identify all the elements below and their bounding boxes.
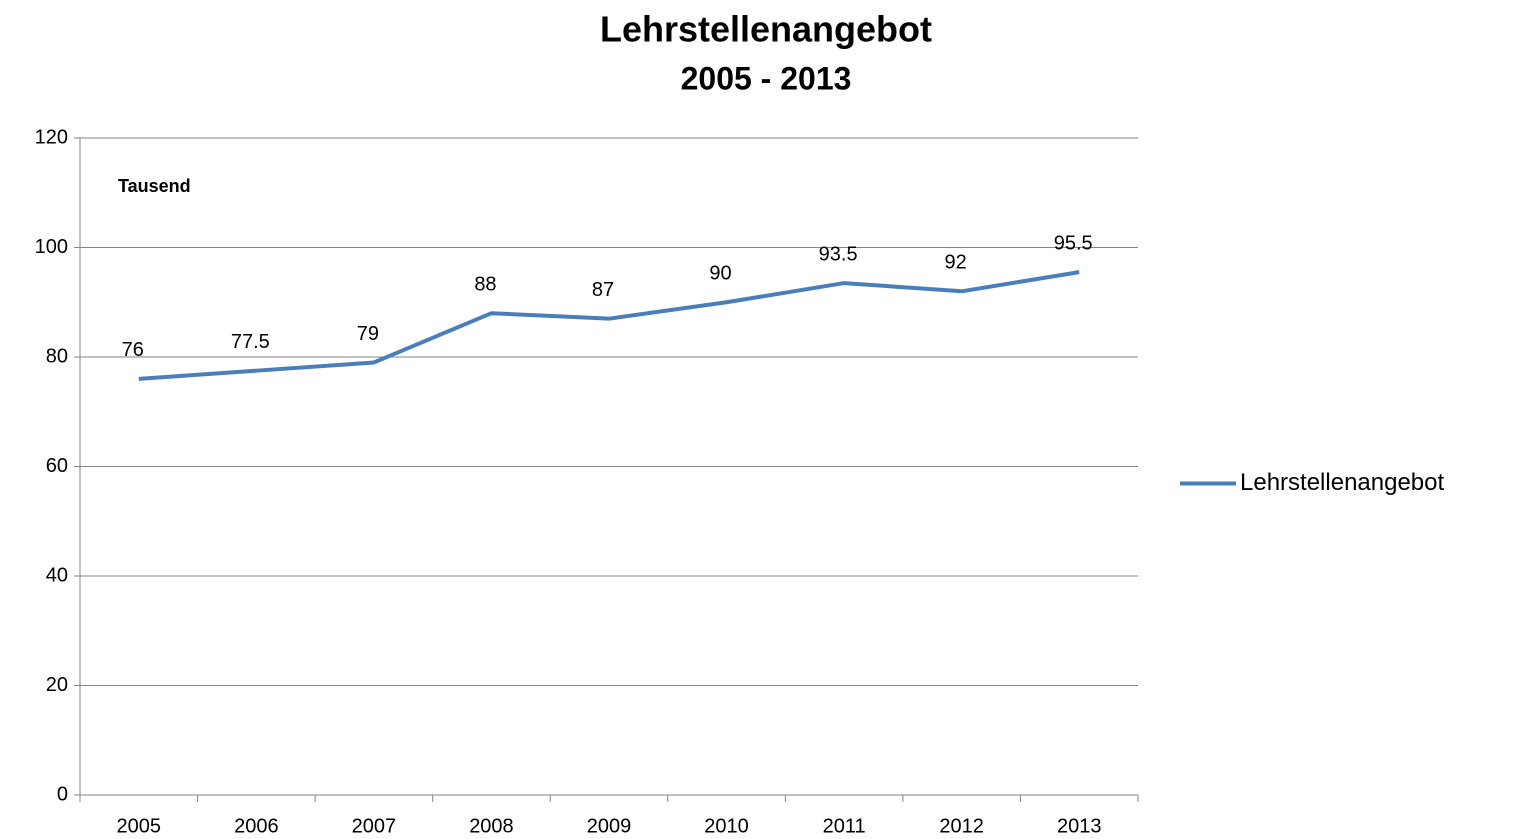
chart-subtitle: 2005 - 2013 — [681, 60, 852, 96]
y-tick-label: 120 — [35, 126, 68, 148]
legend-label: Lehrstellenangebot — [1240, 469, 1444, 496]
x-tick-label: 2008 — [469, 815, 514, 837]
data-label: 88 — [474, 273, 496, 295]
x-tick-label: 2007 — [352, 815, 397, 837]
series-line — [138, 270, 1080, 381]
y-tick-label: 100 — [35, 236, 68, 258]
x-tick-label: 2006 — [234, 815, 279, 837]
data-label: 92 — [945, 252, 967, 274]
data-label: 87 — [592, 279, 614, 301]
x-tick-label: 2011 — [823, 815, 866, 837]
x-tick-label: 2012 — [939, 815, 984, 837]
data-label: 95.5 — [1054, 232, 1093, 254]
y-tick-label: 0 — [57, 783, 68, 805]
annotation: Tausend — [118, 176, 191, 196]
x-tick-label: 2010 — [704, 815, 749, 837]
x-tick-label: 2013 — [1057, 815, 1102, 837]
data-label: 90 — [709, 263, 731, 285]
x-tick-label: 2009 — [587, 815, 632, 837]
data-label: 93.5 — [819, 243, 858, 265]
x-tick-label: 2005 — [117, 815, 162, 837]
y-tick-label: 20 — [46, 674, 68, 696]
y-tick-label: 40 — [46, 564, 68, 586]
data-label: 77.5 — [231, 331, 270, 353]
chart-title: Lehrstellenangebot — [600, 9, 932, 50]
y-tick-label: 60 — [46, 455, 68, 477]
data-label: 76 — [122, 339, 144, 361]
data-label: 79 — [357, 323, 379, 345]
y-tick-label: 80 — [46, 345, 68, 367]
